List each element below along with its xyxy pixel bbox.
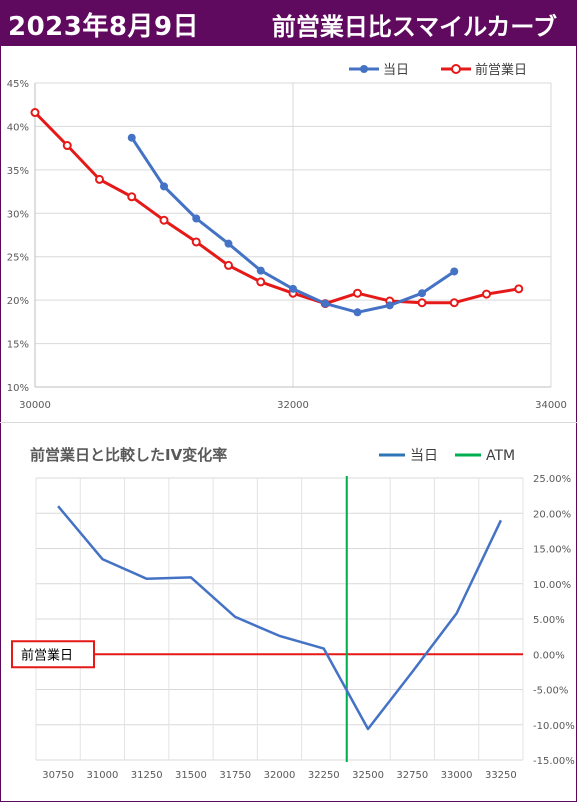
legend-prev-marker (451, 64, 461, 74)
y-tick-label: 20.00% (533, 509, 571, 520)
legend-today-label: 当日 (410, 448, 438, 464)
y-tick-label: 25.00% (533, 474, 571, 485)
x-tick-label: 32500 (352, 770, 384, 781)
point-prev (159, 215, 169, 225)
x-tick-label: 32000 (264, 770, 296, 781)
iv-change-chart: 前営業日と比較したIV変化率 当日 ATM -15.00% -10.00% -5.0… (0, 422, 577, 801)
smile-curve-chart: 当日 前営業日 10% 15% 20% 25% 30% 35% 40% 45% 30000 320… (0, 46, 577, 422)
iv-change-svg: 前営業日と比較したIV変化率 当日 ATM -15.00% -10.00% -5.0… (11, 446, 575, 781)
reference-label: 前営業日 (21, 647, 73, 663)
y-tick-label: 0.00% (533, 650, 565, 661)
point-today (289, 284, 297, 293)
x-tick-label: 31250 (131, 770, 163, 781)
y-tick-label: 35% (7, 166, 29, 177)
point-today (353, 308, 362, 317)
legend-atm-label: ATM (486, 448, 515, 464)
chart2-title: 前営業日と比較したIV変化率 (30, 446, 227, 464)
header-bar: 2023年8月9日 前営業日比スマイルカーブ (0, 0, 577, 46)
point-prev (482, 289, 491, 299)
x-tick-label: 33000 (441, 770, 473, 781)
x-tick-label: 34000 (535, 400, 567, 411)
point-prev (191, 237, 201, 247)
point-today (127, 133, 136, 142)
legend-prev-label: 前営業日 (475, 62, 527, 78)
y-tick-label: 10% (7, 383, 29, 394)
x-tick-label: 30750 (42, 770, 74, 781)
point-today (418, 289, 426, 298)
point-prev (95, 174, 104, 184)
point-today (192, 214, 201, 223)
x-tick-label: 32750 (396, 770, 428, 781)
y-tick-label: 15% (7, 340, 29, 351)
point-today (385, 301, 394, 310)
point-prev (449, 298, 459, 308)
header-title: 前営業日比スマイルカーブ (271, 13, 557, 41)
series-iv-change-line (57, 505, 503, 731)
x-tick-label: 31000 (87, 770, 119, 781)
point-prev (353, 288, 362, 298)
smile-curve-svg: 当日 前営業日 10% 15% 20% 25% 30% 35% 40% 45% 30000 320… (7, 62, 567, 411)
point-prev (256, 277, 266, 287)
y-tick-label: 40% (7, 122, 29, 133)
point-prev (514, 284, 524, 294)
reference-label-box (11, 640, 95, 669)
chart2-legend: 当日 ATM (379, 448, 515, 464)
legend-today-marker (360, 65, 368, 73)
y-tick-label: 30% (7, 209, 29, 220)
point-prev (30, 108, 40, 118)
point-prev (127, 192, 137, 202)
point-today (450, 267, 459, 276)
y-tick-label: 5.00% (533, 615, 565, 626)
point-prev (417, 298, 427, 308)
x-tick-label: 33250 (485, 770, 517, 781)
legend-today-label: 当日 (383, 63, 409, 78)
y-tick-label: -5.00% (533, 686, 568, 697)
y-tick-label: -10.00% (533, 721, 575, 732)
x-tick-label: 30000 (19, 400, 51, 411)
y-tick-label: 10.00% (533, 580, 571, 591)
x-tick-label: 31500 (175, 770, 207, 781)
y-tick-label: 25% (7, 253, 29, 264)
x-tick-label: 32250 (308, 770, 340, 781)
series-prev-line (33, 111, 520, 306)
x-tick-label: 31750 (219, 770, 251, 781)
header-date: 2023年8月9日 (8, 12, 200, 42)
point-today (160, 182, 168, 191)
x-tick-label: 32000 (277, 400, 309, 411)
point-today (256, 266, 265, 275)
y-tick-label: 20% (7, 296, 29, 307)
point-today (321, 299, 330, 308)
y-tick-label: -15.00% (533, 756, 575, 767)
y-tick-label: 15.00% (533, 545, 571, 556)
point-prev (224, 260, 233, 270)
y-tick-label: 45% (7, 79, 29, 90)
point-today (224, 239, 233, 248)
chart1-legend: 当日 前営業日 (349, 62, 527, 78)
point-prev (62, 141, 72, 151)
